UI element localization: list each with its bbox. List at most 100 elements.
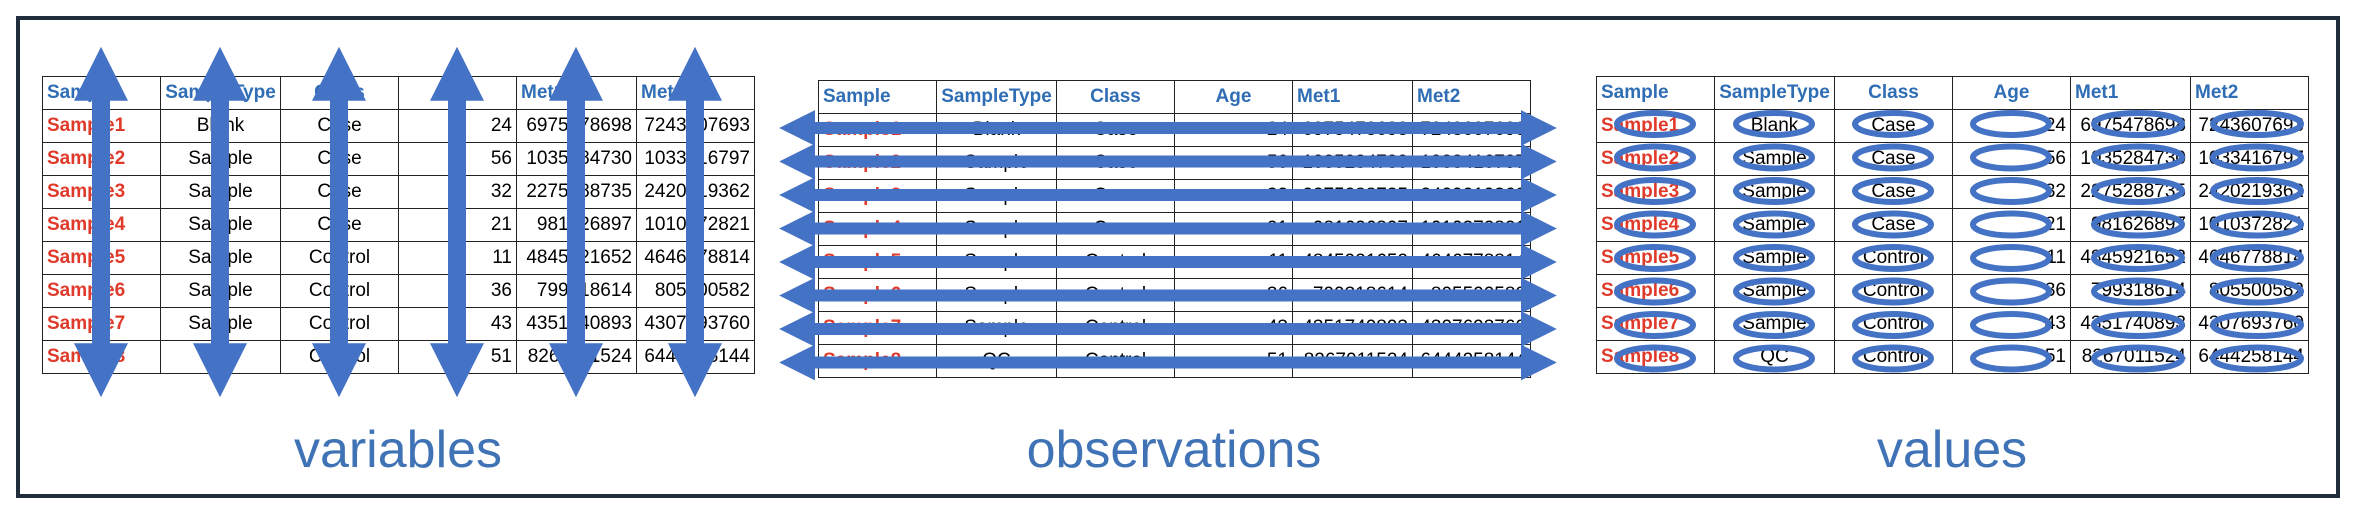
table-cell: 4307693760 [2190, 307, 2309, 341]
table-cell: 4351740893 [516, 307, 637, 341]
table-cell: Case [1834, 208, 1953, 242]
table-cell: 799318614 [516, 274, 637, 308]
sample-cell: Sample2 [1596, 142, 1715, 176]
table-cell: 43 [1174, 311, 1293, 345]
table-row: Sample6 Sample Control 36 799318614 805500582 [42, 274, 755, 308]
table-cell: Sample [936, 179, 1057, 213]
table-cell: Blank [936, 113, 1057, 147]
table-cell: 6975478698 [516, 109, 637, 143]
table-cell: Sample [1714, 274, 1835, 308]
sample-cell: Sample4 [818, 212, 937, 246]
table-row: Sample1 Blank Case 24 6975478698 7243607693 [42, 109, 755, 143]
table-cell: Sample [160, 208, 281, 242]
table-cell: Sample [1714, 175, 1835, 209]
table-cell: Sample [1714, 241, 1835, 275]
table-row: Sample7 Sample Control 43 4351740893 43076937… [818, 311, 1531, 345]
table-cell: 51 [398, 340, 517, 374]
table-cell: 4351740893 [1292, 311, 1413, 345]
table-row: Sample2 Sample Case 56 1035284730 1033416797 [818, 146, 1531, 180]
table-cell: QC [936, 344, 1057, 378]
table-cell: 8267011524 [2070, 340, 2191, 374]
table-cell: Control [1056, 344, 1175, 378]
column-header: Met1 [2070, 76, 2191, 110]
table-cell: 2275288735 [1292, 179, 1413, 213]
table-cell: 36 [1174, 278, 1293, 312]
table-row: Sample4 Sample Case 21 981626897 1010372821 [42, 208, 755, 242]
sample-cell: Sample3 [42, 175, 161, 209]
table-cell: 21 [1174, 212, 1293, 246]
table-cell: 6444258144 [2190, 340, 2309, 374]
header-row: Sample SampleType Class Age Met1 Met2 [818, 80, 1531, 114]
table-cell: Case [280, 109, 399, 143]
table-cell: Sample [160, 274, 281, 308]
table-values: Sample SampleType Class Age Met1 Met2 Sample1 B… [1596, 76, 2309, 374]
table-row: Sample2 Sample Case 56 1035284730 1033416797 [1596, 142, 2309, 176]
table-cell: 1035284730 [2070, 142, 2191, 176]
table-cell: 4646778814 [1412, 245, 1531, 279]
table-row: Sample2 Sample Case 56 1035284730 1033416797 [42, 142, 755, 176]
column-header: SampleType [936, 80, 1057, 114]
table-cell: Sample [936, 212, 1057, 246]
sample-cell: Sample5 [1596, 241, 1715, 275]
caption-variables: variables [293, 421, 503, 479]
table-cell: 8267011524 [1292, 344, 1413, 378]
table-cell: 4351740893 [2070, 307, 2191, 341]
table-cell: Sample [160, 142, 281, 176]
table-cell: Case [1056, 179, 1175, 213]
table-cell: 36 [1952, 274, 2071, 308]
table-cell: 21 [398, 208, 517, 242]
table-row: Sample5 Sample Control 11 4845921652 46467788… [42, 241, 755, 275]
table-cell: 4646778814 [636, 241, 755, 275]
table-cell: 1033416797 [636, 142, 755, 176]
table-cell: 56 [1174, 146, 1293, 180]
observations-table: Sample SampleType Class Age Met1 Met2 Sample1 B… [818, 80, 1531, 378]
table-cell: Control [280, 340, 399, 374]
sample-cell: Sample8 [1596, 340, 1715, 374]
table-cell: Case [280, 142, 399, 176]
sample-cell: Sample3 [1596, 175, 1715, 209]
variables-table: Sample SampleType Class Age Met1 Met2 Sample1 B… [42, 76, 755, 374]
column-header: Age [398, 76, 517, 110]
table-cell: Control [280, 241, 399, 275]
table-cell: Sample [936, 245, 1057, 279]
sample-cell: Sample6 [42, 274, 161, 308]
table-row: Sample8 QC Control 51 8267011524 6444258144 [1596, 340, 2309, 374]
table-cell: 1010372821 [636, 208, 755, 242]
table-cell: 4845921652 [2070, 241, 2191, 275]
table-cell: 1035284730 [516, 142, 637, 176]
sample-cell: Sample6 [1596, 274, 1715, 308]
sample-cell: Sample1 [1596, 109, 1715, 143]
table-cell: Sample [160, 175, 281, 209]
table-row: Sample3 Sample Case 32 2275288735 2420219362 [42, 175, 755, 209]
table-cell: 24 [1174, 113, 1293, 147]
table-cell: Sample [1714, 307, 1835, 341]
table-cell: 56 [398, 142, 517, 176]
table-cell: 4646778814 [2190, 241, 2309, 275]
table-cell: 981626897 [516, 208, 637, 242]
sample-cell: Sample7 [1596, 307, 1715, 341]
table-cell: 32 [1952, 175, 2071, 209]
sample-cell: Sample5 [818, 245, 937, 279]
table-cell: 805500582 [2190, 274, 2309, 308]
table-cell: Control [1834, 241, 1953, 275]
sample-cell: Sample3 [818, 179, 937, 213]
sample-cell: Sample8 [818, 344, 937, 378]
column-header: Met2 [2190, 76, 2309, 110]
table-cell: 21 [1952, 208, 2071, 242]
table-cell: 11 [398, 241, 517, 275]
table-cell: 2420219362 [636, 175, 755, 209]
table-cell: Blank [160, 109, 281, 143]
column-header: Class [1834, 76, 1953, 110]
table-cell: 32 [398, 175, 517, 209]
column-header: Met2 [1412, 80, 1531, 114]
table-row: Sample4 Sample Case 21 981626897 1010372821 [818, 212, 1531, 246]
table-cell: 6975478698 [1292, 113, 1413, 147]
table-row: Sample8 QC Control 51 8267011524 6444258144 [818, 344, 1531, 378]
table-cell: 6444258144 [1412, 344, 1531, 378]
figure-frame [16, 16, 2340, 498]
table-cell: Control [1834, 340, 1953, 374]
table-cell: Case [1834, 109, 1953, 143]
table-cell: 805500582 [636, 274, 755, 308]
column-header: Sample [42, 76, 161, 110]
table-cell: 799318614 [1292, 278, 1413, 312]
